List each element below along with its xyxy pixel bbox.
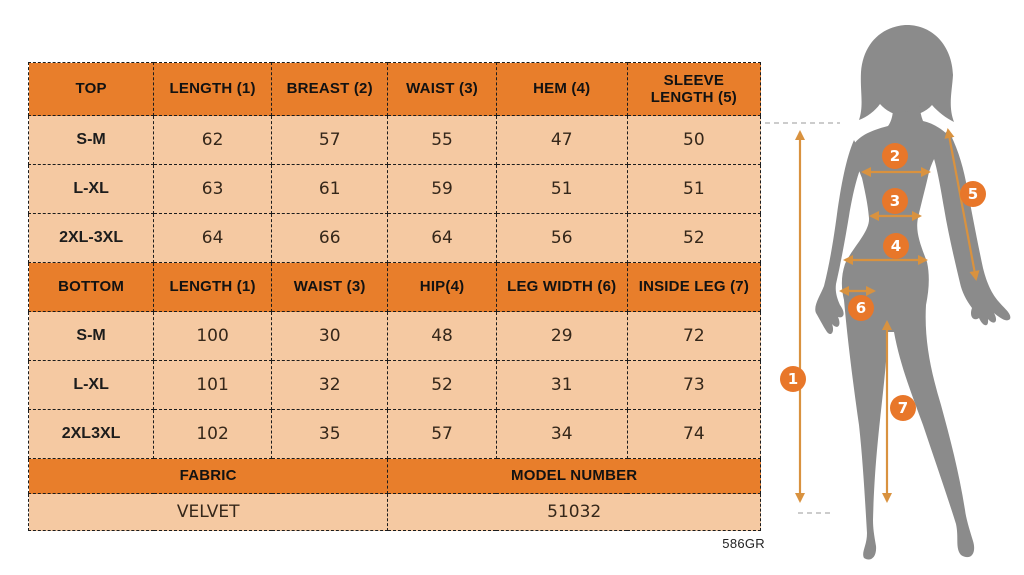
header-cell-leg-width: LEG WIDTH (6) bbox=[495, 262, 628, 312]
value-cell: 47 bbox=[495, 115, 628, 165]
bottom-header-row: BOTTOM LENGTH (1) WAIST (3) HIP(4) LEG W… bbox=[27, 262, 762, 312]
measure-marker-5: 5 bbox=[960, 181, 986, 207]
header-cell-bottom: BOTTOM bbox=[27, 262, 155, 312]
arrow-sleeve bbox=[944, 128, 980, 281]
value-cell: 62 bbox=[153, 115, 273, 165]
value-cell: 61 bbox=[271, 164, 389, 214]
size-cell: L-XL bbox=[27, 164, 155, 214]
header-cell-fabric: FABRIC bbox=[27, 458, 389, 494]
measure-marker-2: 2 bbox=[882, 143, 908, 169]
table-row: S-M 100 30 48 29 72 bbox=[27, 311, 762, 361]
header-cell-inside-leg: INSIDE LEG (7) bbox=[626, 262, 762, 312]
value-cell: 51 bbox=[495, 164, 628, 214]
header-cell-length: LENGTH (1) bbox=[153, 62, 273, 116]
value-cell: 32 bbox=[271, 360, 389, 410]
measure-marker-4: 4 bbox=[883, 233, 909, 259]
measurement-arrows bbox=[794, 128, 980, 504]
value-cell: 48 bbox=[387, 311, 497, 361]
measure-marker-7: 7 bbox=[890, 395, 916, 421]
size-cell: 2XL-3XL bbox=[27, 213, 155, 263]
value-cell: 50 bbox=[626, 115, 762, 165]
measure-marker-6: 6 bbox=[848, 295, 874, 321]
value-cell: 30 bbox=[271, 311, 389, 361]
value-cell: 101 bbox=[153, 360, 273, 410]
model-number-value-cell: 51032 bbox=[387, 493, 761, 531]
value-cell: 73 bbox=[626, 360, 762, 410]
table-row: 2XL3XL 102 35 57 34 74 bbox=[27, 409, 762, 459]
size-cell: 2XL3XL bbox=[27, 409, 155, 459]
header-cell-hip: HIP(4) bbox=[387, 262, 497, 312]
footer-value-row: VELVET 51032 bbox=[27, 493, 761, 531]
value-cell: 31 bbox=[495, 360, 628, 410]
value-cell: 72 bbox=[626, 311, 762, 361]
table-row: L-XL 101 32 52 31 73 bbox=[27, 360, 762, 410]
size-chart-table: TOP LENGTH (1) BREAST (2) WAIST (3) HEM … bbox=[27, 62, 762, 531]
woman-silhouette bbox=[815, 24, 1011, 560]
table-row: 2XL-3XL 64 66 64 56 52 bbox=[27, 213, 762, 263]
silhouette-left-arm bbox=[815, 140, 864, 335]
value-cell: 57 bbox=[271, 115, 389, 165]
value-cell: 100 bbox=[153, 311, 273, 361]
value-cell: 63 bbox=[153, 164, 273, 214]
header-cell-length: LENGTH (1) bbox=[153, 262, 273, 312]
dashed-guide-lines bbox=[765, 122, 840, 514]
value-cell: 57 bbox=[387, 409, 497, 459]
value-cell: 64 bbox=[387, 213, 497, 263]
header-cell-breast: BREAST (2) bbox=[271, 62, 389, 116]
measure-marker-1: 1 bbox=[780, 366, 806, 392]
size-cell: L-XL bbox=[27, 360, 155, 410]
header-cell-sleeve-length: SLEEVE LENGTH (5) bbox=[626, 62, 762, 116]
value-cell: 52 bbox=[387, 360, 497, 410]
silhouette-right-arm bbox=[931, 130, 1011, 326]
value-cell: 29 bbox=[495, 311, 628, 361]
value-cell: 64 bbox=[153, 213, 273, 263]
value-cell: 74 bbox=[626, 409, 762, 459]
header-cell-hem: HEM (4) bbox=[495, 62, 628, 116]
table-row: S-M 62 57 55 47 50 bbox=[27, 115, 762, 165]
value-cell: 66 bbox=[271, 213, 389, 263]
fabric-value-cell: VELVET bbox=[27, 493, 389, 531]
reference-code: 586GR bbox=[722, 536, 765, 551]
value-cell: 59 bbox=[387, 164, 497, 214]
value-cell: 55 bbox=[387, 115, 497, 165]
measurement-figure bbox=[765, 24, 1011, 560]
header-cell-waist: WAIST (3) bbox=[271, 262, 389, 312]
value-cell: 102 bbox=[153, 409, 273, 459]
header-cell-top: TOP bbox=[27, 62, 155, 116]
header-cell-model-number: MODEL NUMBER bbox=[387, 458, 761, 494]
size-cell: S-M bbox=[27, 115, 155, 165]
value-cell: 34 bbox=[495, 409, 628, 459]
value-cell: 56 bbox=[495, 213, 628, 263]
top-header-row: TOP LENGTH (1) BREAST (2) WAIST (3) HEM … bbox=[27, 62, 762, 116]
value-cell: 35 bbox=[271, 409, 389, 459]
value-cell: 51 bbox=[626, 164, 762, 214]
value-cell: 52 bbox=[626, 213, 762, 263]
size-cell: S-M bbox=[27, 311, 155, 361]
silhouette-head bbox=[859, 24, 954, 122]
footer-header-row: FABRIC MODEL NUMBER bbox=[27, 458, 761, 494]
table-row: L-XL 63 61 59 51 51 bbox=[27, 164, 762, 214]
header-cell-waist: WAIST (3) bbox=[387, 62, 497, 116]
measure-marker-3: 3 bbox=[882, 188, 908, 214]
